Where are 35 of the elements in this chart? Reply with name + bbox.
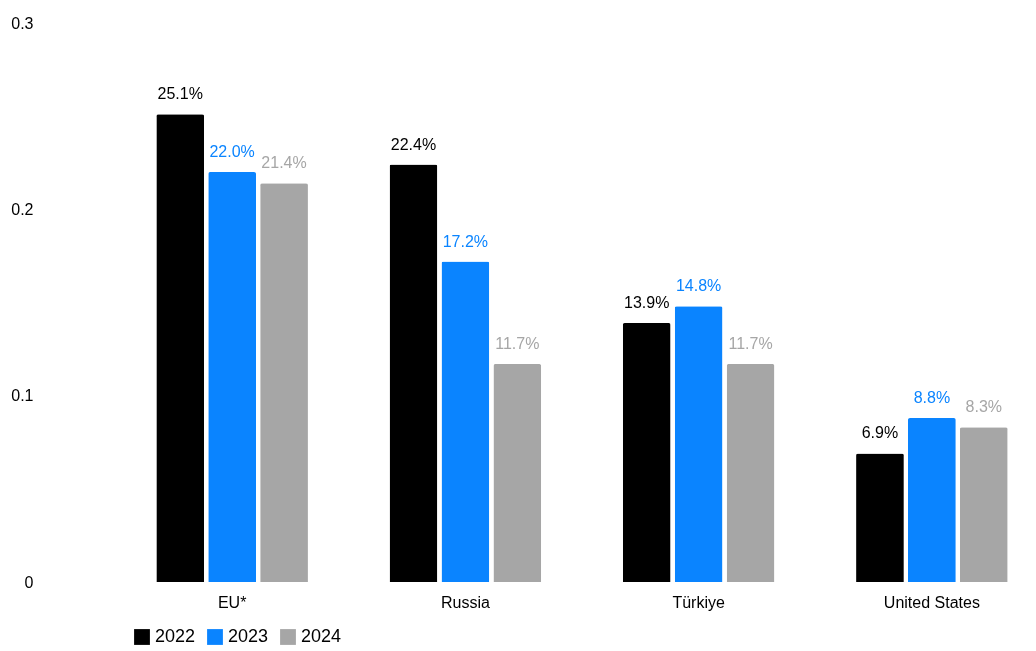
bar	[959, 427, 1008, 582]
data-label: 11.7%	[728, 334, 773, 352]
bar	[208, 172, 257, 582]
data-label: 11.7%	[495, 334, 540, 352]
data-label: 8.8%	[913, 389, 951, 407]
y-tick-label: 0.3	[11, 14, 34, 32]
data-label: 14.8%	[675, 277, 722, 295]
bar	[389, 164, 438, 582]
x-tick-label: United States	[883, 593, 980, 611]
legend-label: 2024	[301, 626, 342, 646]
bar	[674, 306, 723, 582]
data-label: 22.4%	[390, 135, 437, 153]
legend-label: 2023	[228, 626, 269, 646]
data-label: 25.1%	[157, 85, 203, 103]
bar	[622, 323, 671, 582]
y-tick-label: 0.1	[11, 387, 34, 405]
data-label: 21.4%	[261, 154, 307, 172]
y-tick-label: 0.2	[11, 200, 34, 218]
bar	[856, 453, 904, 582]
bar	[260, 183, 308, 582]
x-tick-label: Russia	[440, 593, 490, 611]
bar	[726, 363, 775, 582]
bar	[907, 418, 956, 582]
y-tick-label: 0	[24, 573, 34, 591]
bar	[493, 363, 542, 582]
bar	[156, 114, 205, 582]
data-label: 17.2%	[442, 232, 489, 250]
data-label: 13.9%	[624, 294, 670, 311]
data-label: 22.0%	[209, 143, 255, 161]
legend-label: 2022	[155, 626, 196, 646]
x-tick-label: EU*	[217, 593, 247, 611]
data-label: 8.3%	[965, 398, 1003, 416]
data-label: 6.9%	[861, 424, 899, 442]
bar	[441, 261, 490, 582]
x-tick-label: Türkiye	[672, 593, 725, 611]
